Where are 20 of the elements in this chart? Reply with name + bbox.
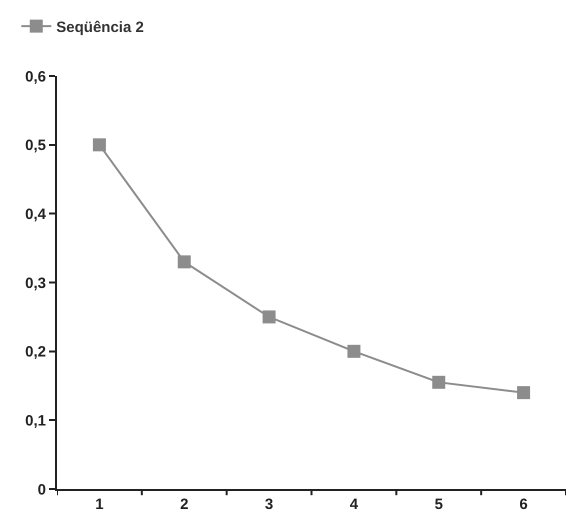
x-tick-label: 2	[180, 496, 188, 513]
point	[178, 255, 191, 268]
point	[92, 138, 106, 152]
y-tick-label: 0,3	[25, 274, 46, 292]
x-tick-label: 6	[519, 496, 528, 513]
y-tick-label: 0,6	[25, 68, 46, 86]
x-tick-label: 5	[434, 496, 443, 513]
y-tick-label: 0	[38, 481, 46, 498]
x-tick-label: 3	[264, 496, 274, 513]
y-tick-label: 0,1	[25, 412, 46, 430]
x-tick-label: 1	[95, 496, 104, 513]
point	[432, 376, 446, 389]
x-tick-label: 4	[350, 496, 359, 513]
legend-label: Seqüência 2	[56, 19, 144, 36]
y-tick-label: 0,4	[25, 206, 47, 223]
point	[347, 344, 360, 358]
y-tick-label: 0,5	[25, 137, 46, 154]
y-tick-label: 0,2	[25, 344, 46, 361]
point	[517, 386, 530, 400]
point	[262, 310, 276, 324]
